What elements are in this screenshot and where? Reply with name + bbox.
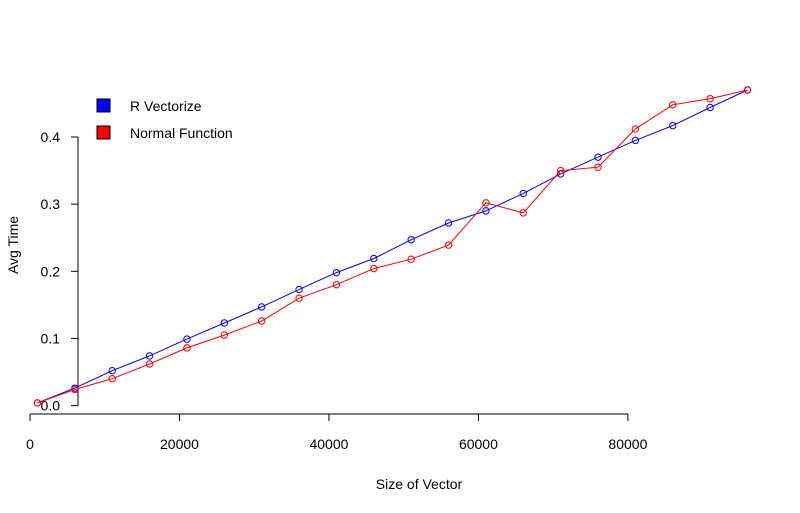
y-tick-label: 0.0: [41, 398, 61, 414]
data-point: [71, 385, 79, 394]
data-point: [444, 241, 453, 249]
data-point: [631, 136, 640, 145]
legend-swatch: [96, 98, 111, 113]
data-point: [183, 344, 191, 352]
data-point: [108, 366, 116, 375]
data-point: [407, 255, 415, 263]
data-point: [669, 121, 677, 130]
legend-swatch: [96, 125, 111, 140]
y-tick-label: 0.4: [41, 129, 61, 145]
data-point: [556, 166, 565, 175]
x-tick-label: 0: [26, 436, 34, 452]
axes: 0 20000 40000 60000 80000 0.0 0.1 0.2 0.3 0.4: [26, 129, 647, 452]
data-point: [145, 352, 154, 360]
data-point: [33, 399, 42, 407]
series-line-normal-function: [37, 89, 748, 404]
data-point: [706, 95, 714, 103]
data-point: [332, 268, 341, 277]
data-point: [257, 317, 266, 325]
data-point: [220, 319, 229, 327]
data-point: [108, 375, 116, 383]
legend-label: Normal Function: [130, 125, 233, 141]
data-point: [370, 264, 378, 273]
data-point: [482, 199, 490, 207]
y-tick-label: 0.2: [41, 263, 61, 279]
x-tick-label: 40000: [309, 436, 348, 452]
series-normal-function: [33, 86, 752, 407]
legend: R Vectorize Normal Function: [96, 98, 233, 141]
y-axis-title: Avg Time: [5, 216, 21, 274]
data-point: [519, 209, 527, 217]
data-point: [482, 207, 490, 215]
x-tick-label: 20000: [160, 436, 199, 452]
data-point: [444, 219, 453, 227]
data-point: [295, 294, 303, 302]
data-point: [594, 163, 602, 171]
x-tick-label: 80000: [608, 436, 647, 452]
data-point: [183, 335, 191, 343]
series-layer: [33, 86, 752, 407]
data-point: [669, 101, 677, 109]
data-point: [220, 331, 229, 339]
data-point: [706, 103, 714, 112]
y-tick-label: 0.1: [41, 330, 61, 346]
data-point: [743, 86, 752, 94]
data-point: [145, 360, 154, 368]
x-axis-title: Size of Vector: [376, 476, 463, 492]
legend-label: R Vectorize: [130, 98, 202, 114]
data-point: [631, 125, 640, 133]
x-tick-label: 60000: [459, 436, 498, 452]
data-point: [332, 281, 341, 289]
data-point: [257, 303, 266, 311]
data-point: [407, 236, 415, 244]
series-line-r-vectorize: [37, 89, 748, 404]
y-tick-label: 0.3: [41, 196, 61, 212]
data-point: [295, 285, 303, 294]
data-point: [594, 153, 602, 161]
data-point: [370, 254, 378, 263]
data-point: [519, 189, 527, 198]
